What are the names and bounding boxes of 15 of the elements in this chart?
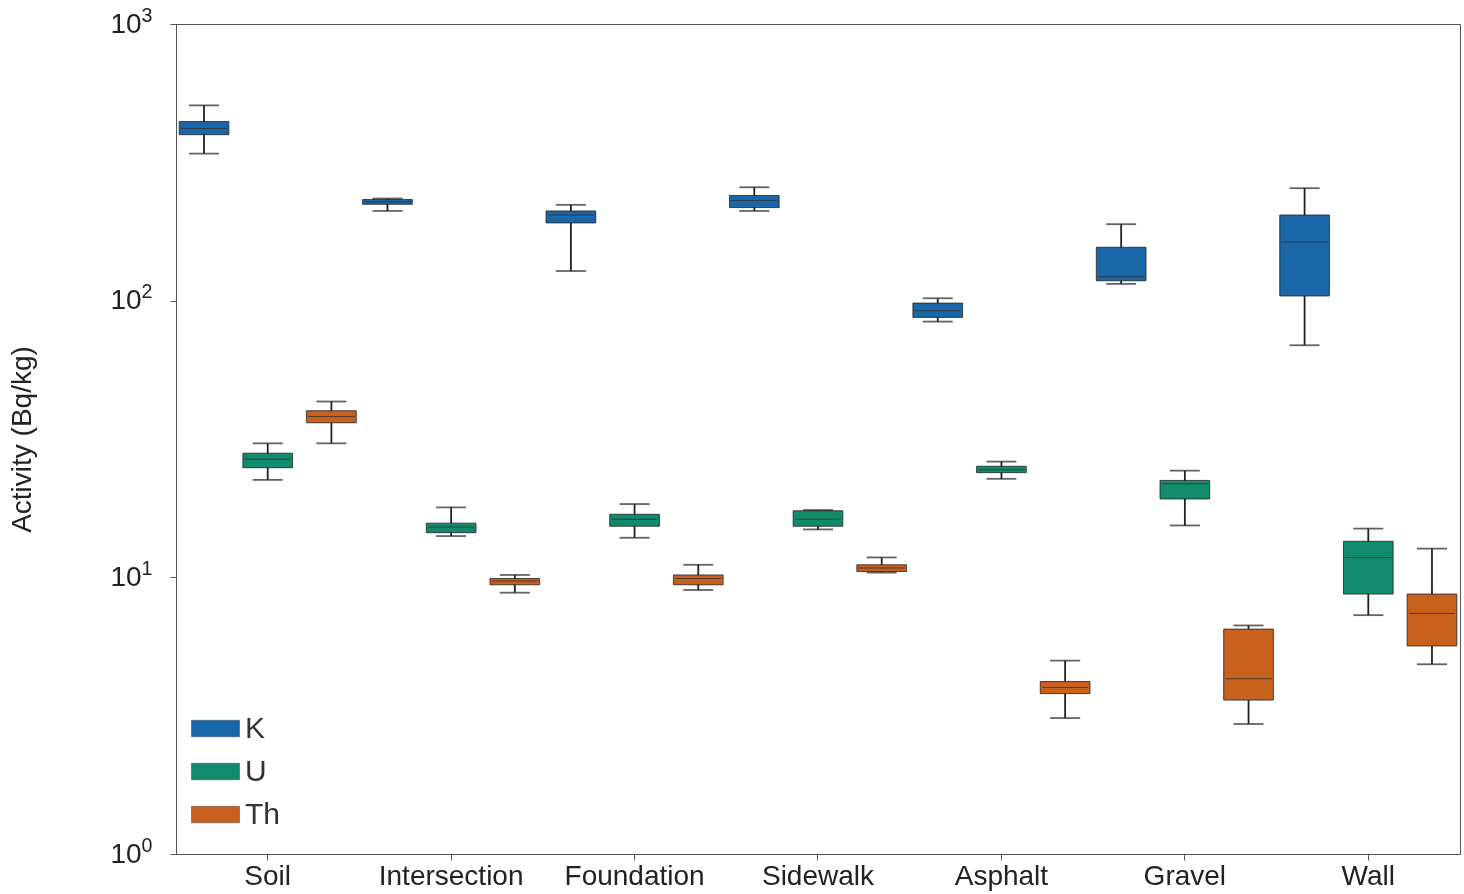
y-tick-label: 10$^{0}$ <box>110 833 153 869</box>
x-tick-label: Soil <box>244 859 292 891</box>
y-axis-title: Activity (Bq/kg) <box>5 346 37 533</box>
y-tick-label: 10$^{2}$ <box>110 280 153 316</box>
y-tick-label: 10$^{1}$ <box>110 556 153 592</box>
legend-label: K <box>245 710 266 744</box>
x-tick-label: Foundation <box>564 859 705 891</box>
x-tick-label: Sidewalk <box>761 859 876 891</box>
x-tick-label: Intersection <box>378 859 524 891</box>
x-tick-label: Asphalt <box>954 859 1049 891</box>
legend-label: Th <box>245 796 281 830</box>
y-tick-label: 10$^{3}$ <box>110 3 153 39</box>
x-tick-label: Gravel <box>1143 859 1227 891</box>
legend-label: U <box>245 753 267 787</box>
x-tick-label: Wall <box>1341 859 1395 891</box>
